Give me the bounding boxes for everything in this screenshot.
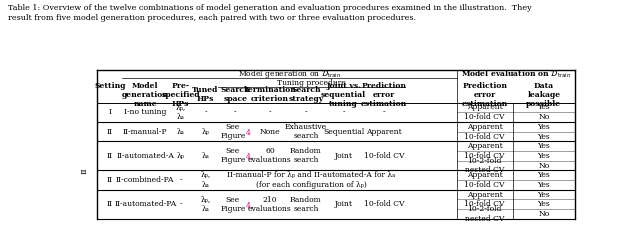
Text: 10-fold CV: 10-fold CV	[364, 200, 404, 208]
Text: II-manual-P: II-manual-P	[123, 128, 168, 136]
Text: 4: 4	[246, 129, 251, 137]
Text: II-automated-PA: II-automated-PA	[114, 200, 177, 208]
Text: Joint: Joint	[335, 152, 353, 160]
Text: I-no tuning: I-no tuning	[124, 108, 166, 116]
Text: II: II	[107, 176, 113, 184]
Text: Random
search: Random search	[290, 147, 322, 164]
Text: II: II	[107, 152, 113, 160]
Text: Data
leakage
possible: Data leakage possible	[526, 82, 561, 108]
Text: Tuned
HPs: Tuned HPs	[192, 86, 219, 103]
Text: Yes: Yes	[538, 200, 550, 208]
Text: Apparent: Apparent	[366, 128, 402, 136]
Text: λₚ,
λₐ: λₚ, λₐ	[200, 171, 211, 189]
Text: II-automated-A: II-automated-A	[116, 152, 174, 160]
Text: Yes: Yes	[538, 123, 550, 131]
Text: -: -	[179, 176, 182, 184]
Text: Prediction
error
estimation: Prediction error estimation	[361, 82, 407, 108]
Text: Apparent: Apparent	[467, 191, 502, 199]
Text: See
Figure: See Figure	[220, 196, 246, 213]
Text: Random
search: Random search	[290, 196, 322, 213]
Text: Yes: Yes	[538, 142, 550, 150]
Text: Prediction
error
estimation: Prediction error estimation	[461, 82, 508, 108]
Text: Search
space: Search space	[220, 86, 250, 103]
Text: λₐ: λₐ	[177, 128, 184, 136]
Text: 10-fold CV: 10-fold CV	[465, 181, 505, 189]
Text: Yes: Yes	[538, 191, 550, 199]
Text: II-combined-PA: II-combined-PA	[116, 176, 175, 184]
Text: -: -	[179, 200, 182, 208]
Text: Joint: Joint	[335, 200, 353, 208]
Text: Model evaluation on $\mathcal{D}_{\mathrm{train}}$: Model evaluation on $\mathcal{D}_{\mathr…	[461, 68, 571, 80]
Text: Termination
criterion: Termination criterion	[244, 86, 296, 103]
Text: Yes: Yes	[538, 171, 550, 179]
Text: 10-fold CV: 10-fold CV	[465, 132, 505, 141]
Text: Search
strategy: Search strategy	[289, 86, 323, 103]
Text: 60
evaluations: 60 evaluations	[248, 147, 292, 164]
Text: 10-2-fold
nested CV: 10-2-fold nested CV	[465, 157, 504, 174]
Text: Sequential: Sequential	[323, 128, 364, 136]
Text: 10-fold CV: 10-fold CV	[364, 152, 404, 160]
Text: λₚ: λₚ	[202, 128, 209, 136]
Text: II: II	[107, 200, 113, 208]
Text: -: -	[383, 108, 385, 116]
Text: 4: 4	[246, 153, 251, 161]
Text: -: -	[305, 108, 307, 116]
Text: Yes: Yes	[538, 152, 550, 160]
Text: Model
generation
name: Model generation name	[122, 82, 169, 108]
Text: Apparent: Apparent	[467, 103, 502, 111]
Text: λₚ: λₚ	[177, 152, 184, 160]
Text: Yes: Yes	[538, 103, 550, 111]
Text: No: No	[538, 113, 549, 121]
Text: No: No	[538, 210, 549, 218]
Text: Tuning procedure: Tuning procedure	[277, 79, 346, 87]
Text: Apparent: Apparent	[467, 171, 502, 179]
Text: 10-2-fold
nested CV: 10-2-fold nested CV	[465, 205, 504, 222]
Text: 4: 4	[246, 202, 251, 210]
Text: 10-fold CV: 10-fold CV	[465, 113, 505, 121]
Text: Table 1: Overview of the twelve combinations of model generation and evaluation : Table 1: Overview of the twelve combinat…	[8, 4, 531, 12]
Text: 10-fold CV: 10-fold CV	[465, 200, 505, 208]
Text: -: -	[342, 108, 345, 116]
Text: See
Figure: See Figure	[220, 123, 246, 140]
Text: I: I	[108, 108, 111, 116]
Text: Setting: Setting	[94, 82, 125, 90]
Text: II: II	[107, 128, 113, 136]
Text: λₚ,
λₐ: λₚ, λₐ	[175, 104, 186, 121]
Text: Apparent: Apparent	[467, 142, 502, 150]
Text: Yes: Yes	[538, 132, 550, 141]
Text: -: -	[234, 108, 237, 116]
Text: Model generation on $\mathcal{D}_{\mathrm{train}}$: Model generation on $\mathcal{D}_{\mathr…	[238, 68, 341, 80]
Text: 10-fold CV: 10-fold CV	[465, 152, 505, 160]
Text: Yes: Yes	[538, 181, 550, 189]
Text: Apparent: Apparent	[467, 123, 502, 131]
Text: 210
evaluations: 210 evaluations	[248, 196, 292, 213]
Text: λₚ,
λₐ: λₚ, λₐ	[200, 196, 211, 213]
Text: Exhaustive
search: Exhaustive search	[285, 123, 327, 140]
Text: result from five model generation procedures, each paired with two or three eval: result from five model generation proced…	[8, 14, 416, 22]
Text: II-manual-P for λₚ and II-automated-A for λₐ: II-manual-P for λₚ and II-automated-A fo…	[227, 171, 396, 179]
Text: -: -	[269, 108, 271, 116]
Text: No: No	[538, 161, 549, 170]
Text: λₐ: λₐ	[202, 152, 209, 160]
Text: (for each configuration of λₚ): (for each configuration of λₚ)	[256, 181, 367, 189]
Text: Pre-
specified
HPs: Pre- specified HPs	[161, 82, 200, 108]
Text: None: None	[260, 128, 280, 136]
Text: Joint vs.
sequential
tuning: Joint vs. sequential tuning	[321, 82, 366, 108]
Text: See
Figure: See Figure	[220, 147, 246, 164]
Text: II: II	[81, 167, 89, 174]
Text: -: -	[204, 108, 207, 116]
